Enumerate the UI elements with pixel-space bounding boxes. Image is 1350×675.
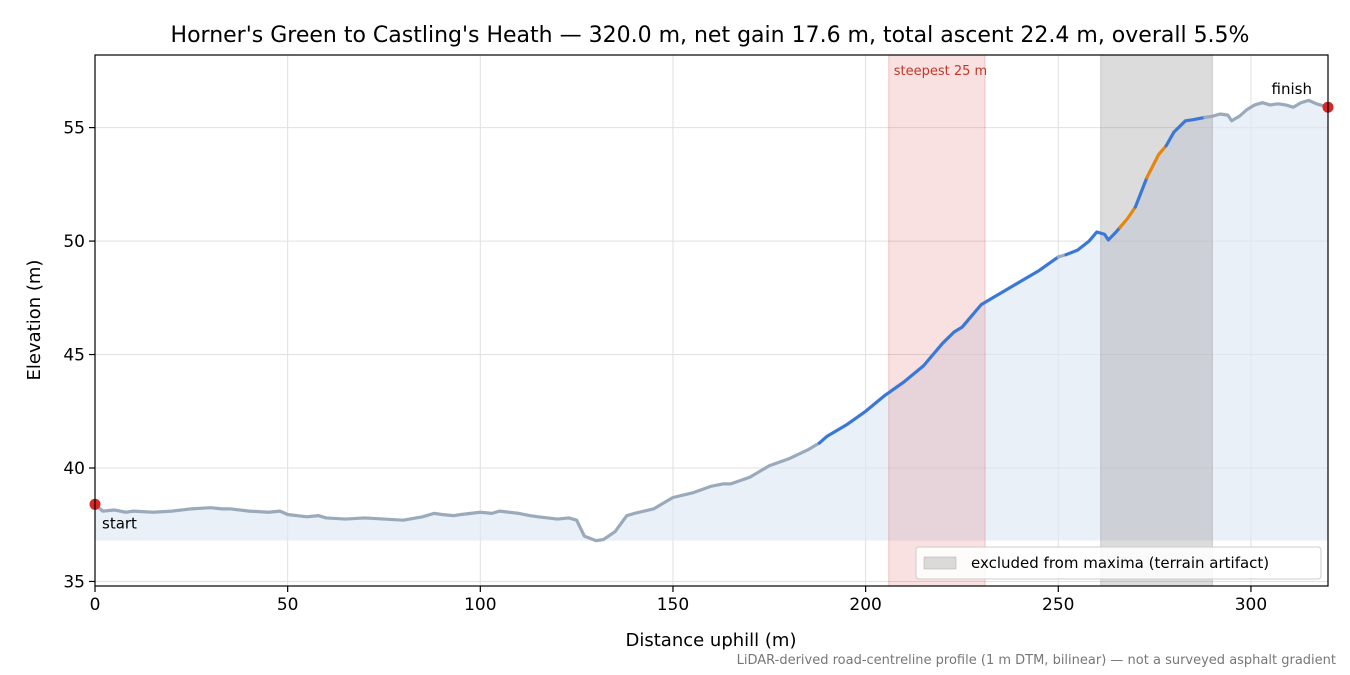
- x-tick-label: 0: [90, 595, 101, 615]
- footnote: LiDAR-derived road-centreline profile (1…: [737, 653, 1336, 668]
- y-tick-label: 55: [63, 119, 85, 139]
- y-tick-label: 40: [63, 459, 85, 479]
- start-label: start: [102, 514, 137, 532]
- profile-segment-grey: [1203, 98, 1328, 123]
- profile-segment-blue: [1164, 115, 1207, 148]
- x-tick-label: 150: [657, 595, 689, 615]
- profile-segment-orange: [1118, 205, 1137, 230]
- chart-title: Horner's Green to Castling's Heath — 320…: [171, 23, 1250, 48]
- y-tick-label: 50: [63, 232, 85, 252]
- profile-segment-orange: [1145, 144, 1168, 180]
- profile-segment-blue: [1133, 175, 1149, 209]
- profile-lines: [95, 98, 1328, 543]
- steepest-span: [888, 54, 986, 587]
- x-tick-label: 50: [277, 595, 299, 615]
- excluded-span: [1100, 54, 1213, 587]
- x-tick-label: 250: [1042, 595, 1074, 615]
- profile-segment-blue: [1064, 225, 1122, 257]
- legend-label: excluded from maxima (terrain artifact): [971, 554, 1269, 572]
- y-axis-label: Elevation (m): [24, 260, 45, 381]
- x-tick-label: 100: [464, 595, 496, 615]
- profile-fill: [95, 100, 1328, 541]
- x-axis-label: Distance uphill (m): [626, 630, 797, 651]
- steepest-span-label: steepest 25 m: [894, 64, 987, 79]
- legend-box: [915, 546, 1322, 580]
- profile-segment-grey: [95, 441, 821, 543]
- y-tick-label: 35: [63, 572, 85, 592]
- profile-segment-blue: [817, 255, 1060, 445]
- finish-label: finish: [1272, 80, 1312, 98]
- legend-swatch: [923, 556, 957, 570]
- x-tick-label: 300: [1235, 595, 1267, 615]
- plot-frame: [94, 54, 1329, 587]
- y-tick-label: 45: [63, 346, 85, 366]
- x-tick-label: 200: [849, 595, 881, 615]
